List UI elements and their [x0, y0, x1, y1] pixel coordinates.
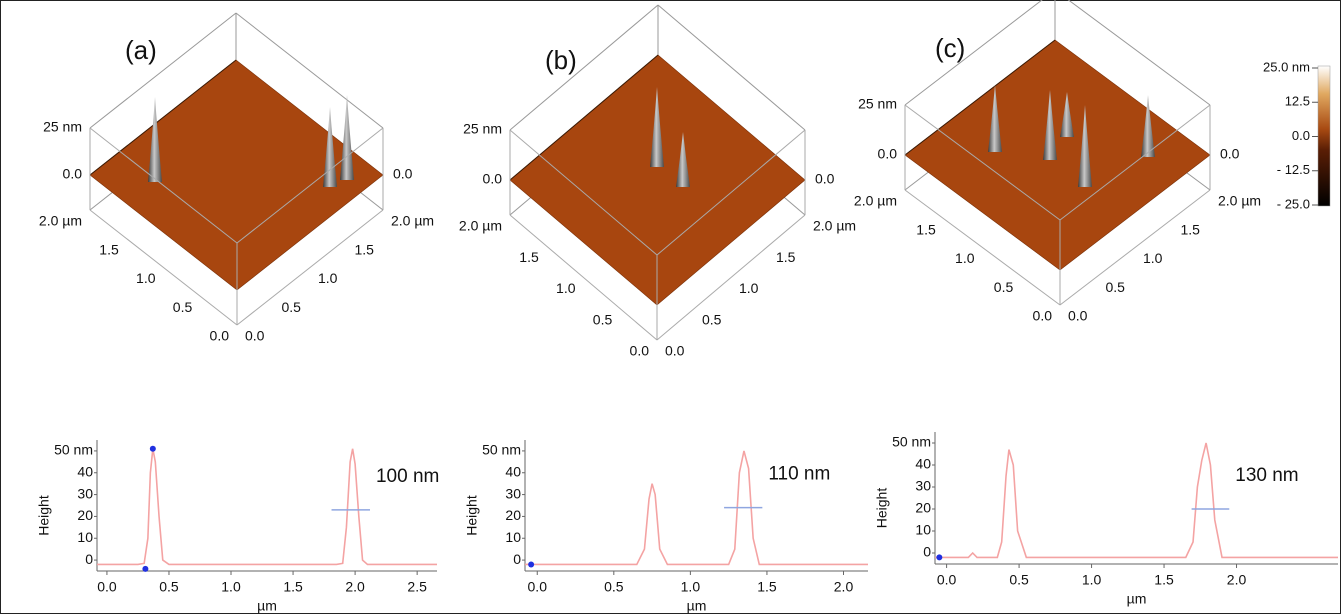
y-tick-label: 30: [505, 485, 521, 501]
x-tick-label: 1.5: [757, 579, 777, 595]
y-tick-label: 40: [915, 456, 931, 472]
surface-plane: [905, 40, 1210, 270]
axis-label: 1.5: [519, 249, 539, 265]
x-tick-label: 2.5: [407, 579, 427, 595]
y-tick-label: 30: [915, 478, 931, 494]
x-tick-label: 0.5: [604, 579, 624, 595]
x-tick-label: 1.5: [1154, 572, 1174, 588]
colorbar-label: 0.0: [1292, 128, 1310, 143]
axis-label: 0.0: [665, 343, 685, 359]
axis-label: 0.0: [245, 328, 265, 344]
axis-label: 1.0: [1143, 250, 1163, 266]
axis-label: 0.5: [593, 311, 613, 327]
axis-label: 2.0 µm: [1218, 193, 1261, 209]
z-label: 0.0: [1220, 146, 1240, 162]
x-tick-label: 2.0: [345, 579, 365, 595]
x-tick-label: 2.0: [1227, 572, 1247, 588]
axis-label: 1.0: [739, 280, 759, 296]
y-tick-label: 40: [77, 463, 93, 479]
axis-label: 1.5: [776, 249, 796, 265]
z-label: 0.0: [878, 146, 898, 162]
y-tick-label: 10: [77, 529, 93, 545]
annotation: 110 nm: [768, 464, 830, 485]
z-label: 0.0: [393, 166, 413, 182]
axis-label: 2.0 µm: [391, 213, 434, 229]
axis-label: 1.0: [136, 270, 156, 286]
y-tick-label: 50 nm: [892, 434, 931, 450]
colorbar: [1318, 66, 1330, 206]
axis-label: 2.0 µm: [459, 218, 502, 234]
y-tick-label: 20: [505, 507, 521, 523]
axis-label: 2.0 µm: [854, 193, 897, 209]
z-label: 0.0: [63, 166, 83, 182]
annotation: 130 nm: [1235, 465, 1298, 486]
axis-label: 1.5: [1181, 221, 1201, 237]
z-label: 25 nm: [858, 96, 897, 112]
surface-peak: [340, 95, 354, 180]
panel-label: (c): [935, 33, 965, 63]
figure: (a) 2.0 µm 1.5 1.0 0.5 0.0 0.0 0.5 1.0 1.5 2.0 µm 2…: [0, 0, 1341, 614]
axis-label: 0.0: [630, 343, 650, 359]
axis-label: 2.0 µm: [39, 213, 82, 229]
y-tick-label: 30: [77, 485, 93, 501]
axis-label: 0.5: [1106, 279, 1126, 295]
colorbar-label: 12.5: [1285, 94, 1310, 109]
annotation: 100 nm: [376, 466, 439, 487]
axis-label: 0.5: [994, 279, 1014, 295]
x-tick-label: 0.5: [1009, 572, 1029, 588]
y-tick-label: 20: [77, 507, 93, 523]
x-tick-label: 0.0: [528, 579, 548, 595]
profile-line: [935, 443, 1338, 557]
y-tick-label: 0: [85, 551, 93, 567]
y-tick-label: 0: [923, 544, 931, 560]
axis-label: 2.0 µm: [813, 218, 856, 234]
z-label: 25 nm: [463, 121, 502, 137]
cursor-point: [142, 566, 148, 572]
x-axis-label: µm: [1127, 591, 1147, 607]
axis-label: 0.5: [173, 299, 193, 315]
cursor-point: [936, 554, 942, 560]
x-tick-label: 1.5: [283, 579, 303, 595]
y-tick-label: 10: [915, 522, 931, 538]
axis-label: 1.5: [355, 241, 375, 257]
z-label: 0.0: [815, 171, 835, 187]
axis-label: 0.0: [1033, 308, 1053, 324]
axis-label: 0.5: [282, 299, 302, 315]
x-tick-label: 0.5: [159, 579, 179, 595]
axis-label: 1.5: [99, 241, 119, 257]
z-label: 0.0: [483, 171, 503, 187]
x-tick-label: 1.0: [1082, 572, 1102, 588]
panel-label: (a): [125, 35, 157, 65]
colorbar-label: - 12.5: [1277, 162, 1310, 177]
x-axis-label: µm: [257, 598, 277, 614]
cursor-point: [528, 561, 534, 567]
axis-label: 1.0: [955, 250, 975, 266]
axis-label: 0.5: [702, 311, 722, 327]
x-tick-label: 0.0: [97, 579, 117, 595]
y-tick-label: 50 nm: [482, 442, 521, 458]
axis-label: 1.0: [556, 280, 576, 296]
x-tick-label: 0.0: [937, 572, 957, 588]
y-tick-label: 0: [513, 551, 521, 567]
y-axis-label: Height: [36, 495, 52, 536]
y-tick-label: 10: [505, 529, 521, 545]
y-axis-label: Height: [874, 488, 890, 529]
x-tick-label: 1.0: [221, 579, 241, 595]
y-axis-label: Height: [464, 495, 480, 536]
x-axis-label: µm: [687, 598, 707, 614]
axis-label: 1.0: [318, 270, 338, 286]
panel-label: (b): [545, 45, 577, 75]
y-tick-label: 20: [915, 500, 931, 516]
colorbar-label: 25.0 nm: [1263, 59, 1310, 74]
y-tick-label: 50 nm: [54, 442, 93, 458]
x-tick-label: 2.0: [834, 579, 854, 595]
y-tick-label: 40: [505, 463, 521, 479]
axis-label: 0.0: [1068, 308, 1088, 324]
z-label: 25 nm: [43, 119, 82, 135]
colorbar-label: - 25.0: [1277, 196, 1310, 211]
x-tick-label: 1.0: [681, 579, 701, 595]
axis-label: 1.5: [916, 221, 936, 237]
axis-label: 0.0: [210, 328, 230, 344]
cursor-point: [150, 446, 156, 452]
